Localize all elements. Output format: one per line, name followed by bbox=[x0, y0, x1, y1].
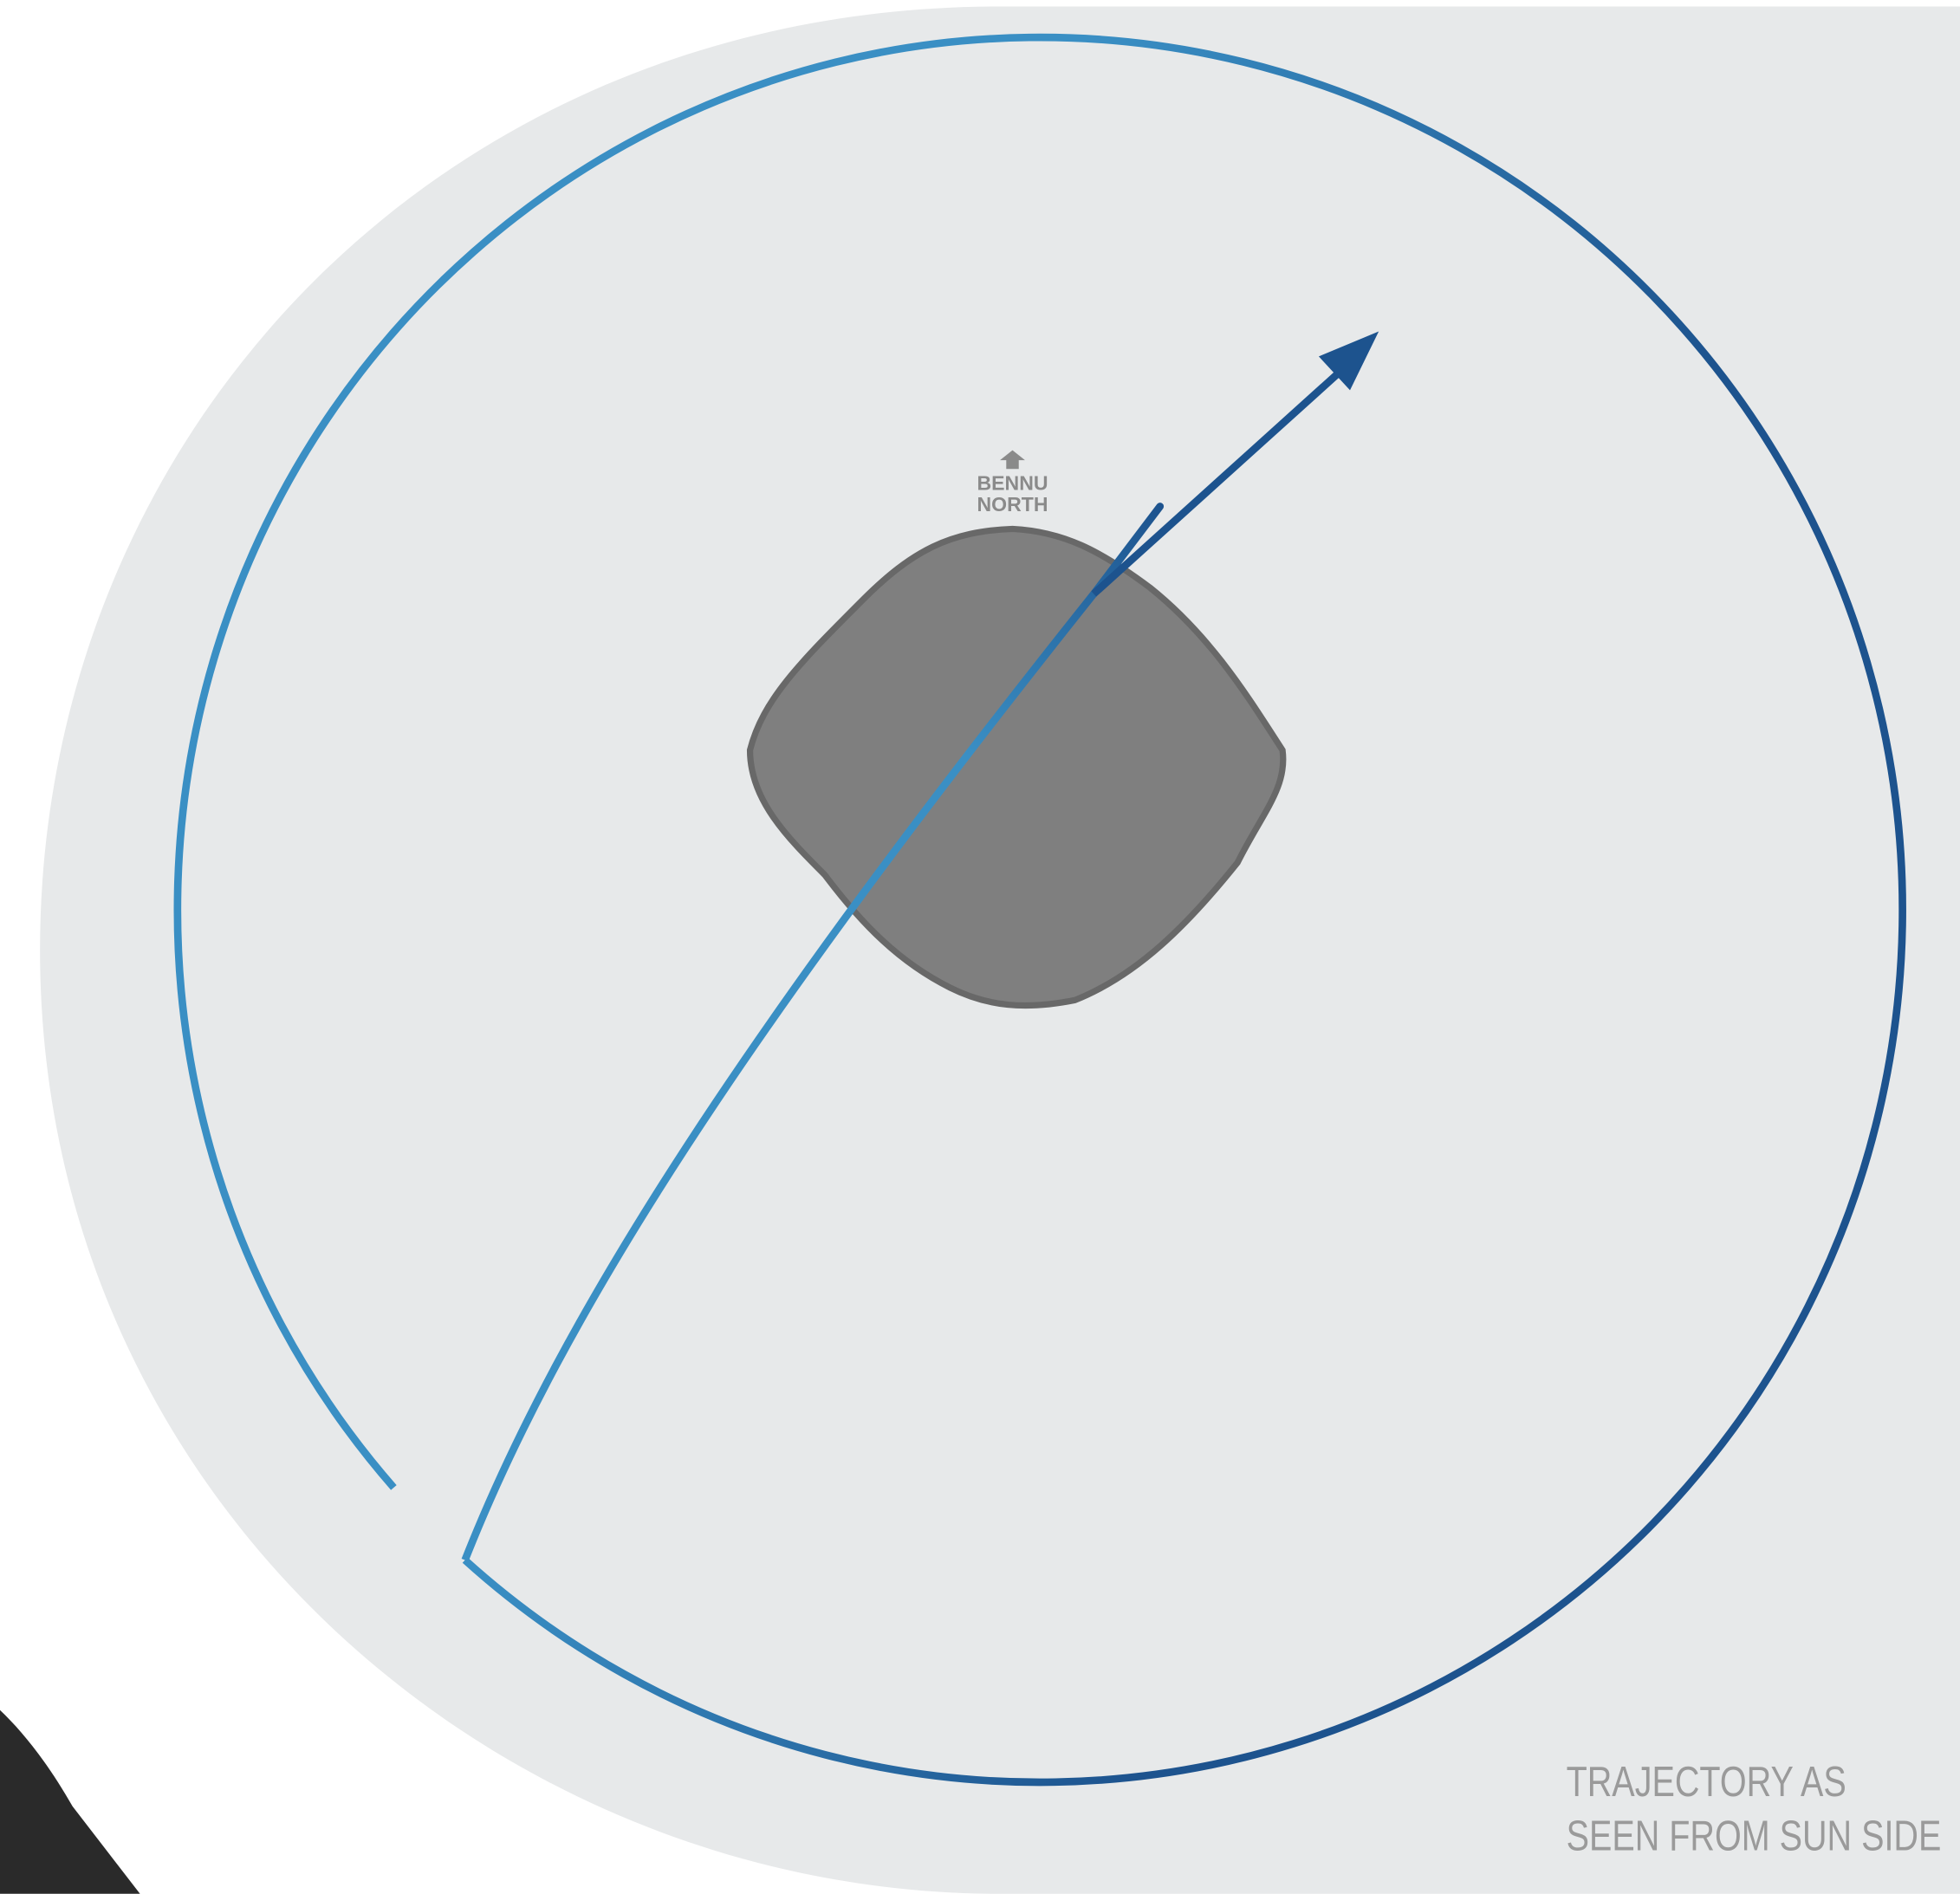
north-label: NORTH bbox=[977, 493, 1048, 516]
arrow-head bbox=[1318, 331, 1379, 391]
trajectory bbox=[461, 503, 1165, 1562]
north-icon bbox=[1000, 450, 1025, 470]
corner-shape bbox=[0, 1709, 140, 1894]
north-label: BENNU bbox=[977, 472, 1048, 495]
caption: TRAJECTORY AS bbox=[1567, 1759, 1846, 1806]
asteroid bbox=[746, 525, 1287, 1009]
caption: SEEN FROM SUN SIDE bbox=[1567, 1813, 1942, 1859]
trajectory-arrow-line bbox=[1091, 360, 1353, 597]
orbit-ring bbox=[173, 33, 1906, 1787]
